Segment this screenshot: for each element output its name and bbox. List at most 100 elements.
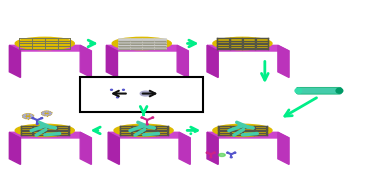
Polygon shape [217,41,229,43]
Ellipse shape [230,157,232,158]
Polygon shape [231,133,242,135]
Polygon shape [142,43,155,45]
Ellipse shape [49,112,50,113]
Polygon shape [80,132,91,164]
Polygon shape [57,131,69,133]
Polygon shape [144,126,155,128]
Ellipse shape [43,114,44,115]
Ellipse shape [234,152,236,153]
Ellipse shape [169,91,170,92]
Polygon shape [154,41,166,43]
Ellipse shape [213,152,215,153]
Polygon shape [33,128,44,130]
Polygon shape [278,45,289,77]
Ellipse shape [173,93,175,94]
Ellipse shape [172,94,173,95]
Polygon shape [256,39,267,41]
Polygon shape [9,132,21,164]
Ellipse shape [49,114,50,115]
Polygon shape [132,126,143,128]
Polygon shape [255,126,266,128]
Ellipse shape [41,118,43,119]
Ellipse shape [152,117,154,118]
Polygon shape [156,133,167,135]
Polygon shape [144,128,155,130]
Polygon shape [130,41,142,43]
Ellipse shape [227,152,229,153]
Polygon shape [255,131,266,133]
Polygon shape [256,44,267,46]
Polygon shape [231,131,242,133]
Polygon shape [117,46,131,48]
Polygon shape [144,133,155,135]
Polygon shape [33,126,44,128]
Polygon shape [243,44,255,46]
Polygon shape [117,46,130,49]
Polygon shape [230,44,242,46]
Polygon shape [21,131,32,133]
Polygon shape [156,126,167,128]
Polygon shape [9,132,91,138]
Polygon shape [106,45,188,51]
Polygon shape [154,38,166,41]
Ellipse shape [94,95,96,96]
Polygon shape [278,132,289,164]
Polygon shape [45,133,56,135]
Ellipse shape [32,116,33,117]
Ellipse shape [15,124,74,136]
Polygon shape [117,49,131,50]
Polygon shape [142,46,154,49]
Polygon shape [108,132,119,164]
Polygon shape [142,43,154,46]
Polygon shape [207,45,218,77]
Ellipse shape [32,118,34,119]
Ellipse shape [164,93,166,94]
Polygon shape [120,126,131,128]
Polygon shape [130,46,142,49]
Polygon shape [144,131,155,133]
Polygon shape [207,132,218,164]
Ellipse shape [122,89,125,90]
Polygon shape [154,46,167,48]
Polygon shape [256,46,267,48]
Polygon shape [33,131,44,133]
Ellipse shape [210,157,212,158]
Ellipse shape [166,94,167,95]
Ellipse shape [90,93,91,94]
Ellipse shape [90,91,100,96]
Ellipse shape [46,111,47,112]
Polygon shape [154,49,167,50]
Polygon shape [57,126,69,128]
Ellipse shape [116,97,119,98]
Polygon shape [130,49,143,50]
Polygon shape [154,46,166,49]
Polygon shape [243,128,254,130]
Ellipse shape [146,124,148,125]
Ellipse shape [94,91,96,92]
Polygon shape [120,131,131,133]
Polygon shape [219,133,230,135]
Polygon shape [45,131,56,133]
Ellipse shape [164,91,175,96]
Polygon shape [156,128,167,130]
Ellipse shape [219,153,225,156]
Polygon shape [243,41,255,43]
Polygon shape [219,131,230,133]
Polygon shape [255,133,266,135]
Polygon shape [243,133,254,135]
Polygon shape [106,45,117,77]
Ellipse shape [336,88,343,93]
Ellipse shape [27,118,29,119]
Polygon shape [130,46,143,48]
Polygon shape [142,41,154,43]
Polygon shape [156,131,167,133]
Ellipse shape [91,94,93,95]
Polygon shape [142,41,155,42]
Ellipse shape [141,117,143,118]
Polygon shape [80,45,91,77]
Polygon shape [130,43,143,45]
Polygon shape [207,132,289,138]
Ellipse shape [50,113,51,114]
Polygon shape [219,126,230,128]
Ellipse shape [172,92,173,93]
